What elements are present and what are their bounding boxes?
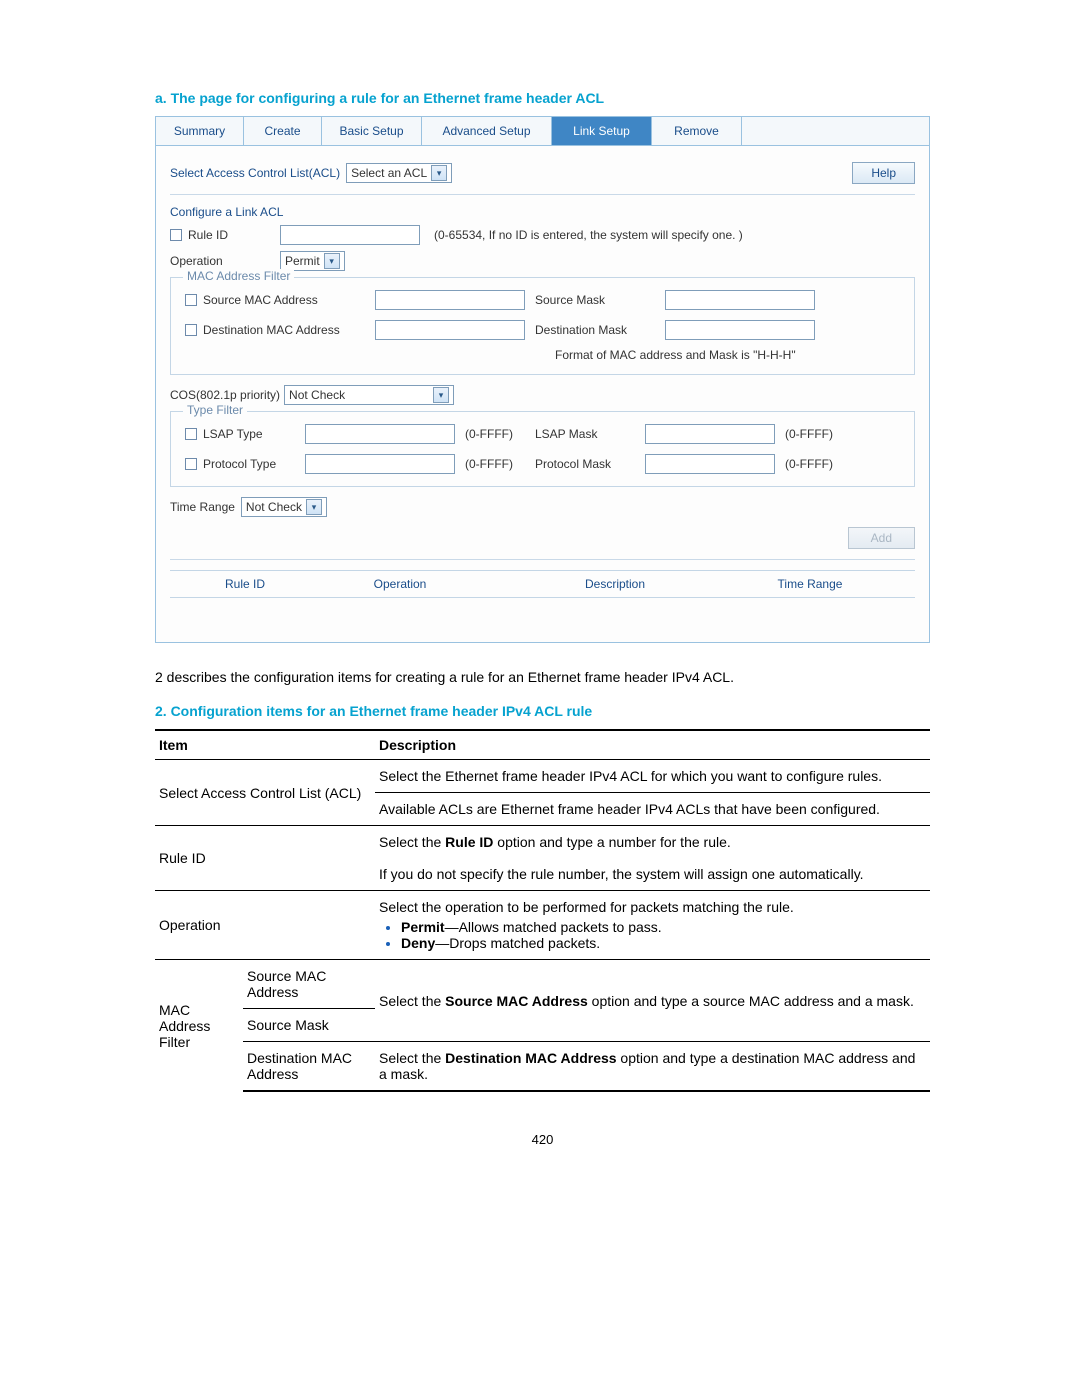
cell-source-mac-desc: Select the Source MAC Address option and… [375, 960, 930, 1042]
source-mask-input[interactable] [665, 290, 815, 310]
cell-dest-mac: Destination MAC Address [243, 1042, 375, 1092]
table-caption-2: 2. Configuration items for an Ethernet f… [155, 703, 930, 719]
source-mask-label: Source Mask [535, 293, 665, 307]
cell-rule-id-desc1: Select the Rule ID option and type a num… [375, 826, 930, 859]
figure-caption-a: a. The page for configuring a rule for a… [155, 90, 930, 106]
operation-value: Permit [285, 254, 320, 268]
rule-id-label: Rule ID [188, 228, 228, 242]
dest-mac-label: Destination MAC Address [203, 323, 340, 337]
tab-advanced-setup[interactable]: Advanced Setup [422, 117, 552, 145]
protocol-mask-input[interactable] [645, 454, 775, 474]
cos-label: COS(802.1p priority) [170, 388, 280, 402]
col-description: Description [480, 577, 750, 591]
chevron-down-icon: ▾ [433, 387, 449, 403]
type-filter-fieldset: Type Filter LSAP Type (0-FFFF) LSAP Mask… [170, 411, 915, 487]
dest-mask-label: Destination Mask [535, 323, 665, 337]
source-mac-label: Source MAC Address [203, 293, 318, 307]
help-button[interactable]: Help [852, 162, 915, 184]
tab-basic-setup[interactable]: Basic Setup [322, 117, 422, 145]
time-range-select[interactable]: Not Check ▾ [241, 497, 327, 517]
col-rule-id: Rule ID [170, 577, 320, 591]
operation-select[interactable]: Permit ▾ [280, 251, 345, 271]
cell-select-acl-desc1: Select the Ethernet frame header IPv4 AC… [375, 760, 930, 793]
chevron-down-icon: ▾ [306, 499, 322, 515]
select-acl-dropdown[interactable]: Select an ACL ▾ [346, 163, 452, 183]
add-button[interactable]: Add [848, 527, 915, 549]
cell-rule-id: Rule ID [155, 826, 375, 891]
intro-paragraph: 2 describes the configuration items for … [155, 669, 930, 685]
cell-source-mac: Source MAC Address [243, 960, 375, 1009]
source-mac-checkbox[interactable] [185, 294, 197, 306]
type-filter-legend: Type Filter [183, 403, 247, 417]
rule-id-input[interactable] [280, 225, 420, 245]
cos-value: Not Check [289, 388, 345, 402]
time-range-label: Time Range [170, 500, 235, 514]
lsap-mask-range: (0-FFFF) [785, 427, 855, 441]
cell-select-acl-desc2: Available ACLs are Ethernet frame header… [375, 793, 930, 826]
dest-mask-input[interactable] [665, 320, 815, 340]
lsap-type-label: LSAP Type [203, 427, 263, 441]
tab-summary[interactable]: Summary [156, 117, 244, 145]
protocol-type-checkbox[interactable] [185, 458, 197, 470]
mac-filter-legend: MAC Address Filter [183, 269, 294, 283]
chevron-down-icon: ▾ [431, 165, 447, 181]
operation-label: Operation [170, 254, 280, 268]
protocol-type-range: (0-FFFF) [465, 457, 535, 471]
source-mac-input[interactable] [375, 290, 525, 310]
lsap-type-range: (0-FFFF) [465, 427, 535, 441]
lsap-mask-input[interactable] [645, 424, 775, 444]
rule-id-checkbox[interactable] [170, 229, 182, 241]
cell-rule-id-desc2: If you do not specify the rule number, t… [375, 858, 930, 891]
config-items-table: Item Description Select Access Control L… [155, 729, 930, 1092]
lsap-mask-label: LSAP Mask [535, 427, 645, 441]
cos-select[interactable]: Not Check ▾ [284, 385, 454, 405]
tab-bar: Summary Create Basic Setup Advanced Setu… [156, 117, 929, 146]
acl-config-screenshot: Summary Create Basic Setup Advanced Setu… [155, 116, 930, 643]
configure-link-acl-title: Configure a Link ACL [170, 205, 915, 219]
protocol-type-input[interactable] [305, 454, 455, 474]
cell-operation: Operation [155, 891, 375, 960]
select-acl-value: Select an ACL [351, 166, 427, 180]
lsap-type-checkbox[interactable] [185, 428, 197, 440]
chevron-down-icon: ▾ [324, 253, 340, 269]
tab-spacer [742, 117, 929, 145]
th-description: Description [375, 730, 930, 760]
dest-mac-checkbox[interactable] [185, 324, 197, 336]
dest-mac-input[interactable] [375, 320, 525, 340]
tab-link-setup[interactable]: Link Setup [552, 117, 652, 145]
protocol-type-label: Protocol Type [203, 457, 276, 471]
tab-create[interactable]: Create [244, 117, 322, 145]
cell-mac-filter-group: MAC Address Filter [155, 960, 243, 1092]
th-item: Item [155, 730, 375, 760]
cell-select-acl: Select Access Control List (ACL) [155, 760, 375, 826]
cell-source-mask: Source Mask [243, 1009, 375, 1042]
cell-operation-desc: Select the operation to be performed for… [375, 891, 930, 960]
page-number: 420 [155, 1132, 930, 1147]
select-acl-label: Select Access Control List(ACL) [170, 166, 340, 180]
mac-address-filter-fieldset: MAC Address Filter Source MAC Address So… [170, 277, 915, 375]
protocol-mask-range: (0-FFFF) [785, 457, 855, 471]
cell-dest-mac-desc: Select the Destination MAC Address optio… [375, 1042, 930, 1092]
tab-remove[interactable]: Remove [652, 117, 742, 145]
time-range-value: Not Check [246, 500, 302, 514]
rules-table-header: Rule ID Operation Description Time Range [170, 570, 915, 598]
rule-id-hint: (0-65534, If no ID is entered, the syste… [434, 228, 743, 242]
mac-format-note: Format of MAC address and Mask is "H-H-H… [185, 348, 900, 362]
col-operation: Operation [320, 577, 480, 591]
col-time-range: Time Range [750, 577, 870, 591]
lsap-type-input[interactable] [305, 424, 455, 444]
protocol-mask-label: Protocol Mask [535, 457, 645, 471]
